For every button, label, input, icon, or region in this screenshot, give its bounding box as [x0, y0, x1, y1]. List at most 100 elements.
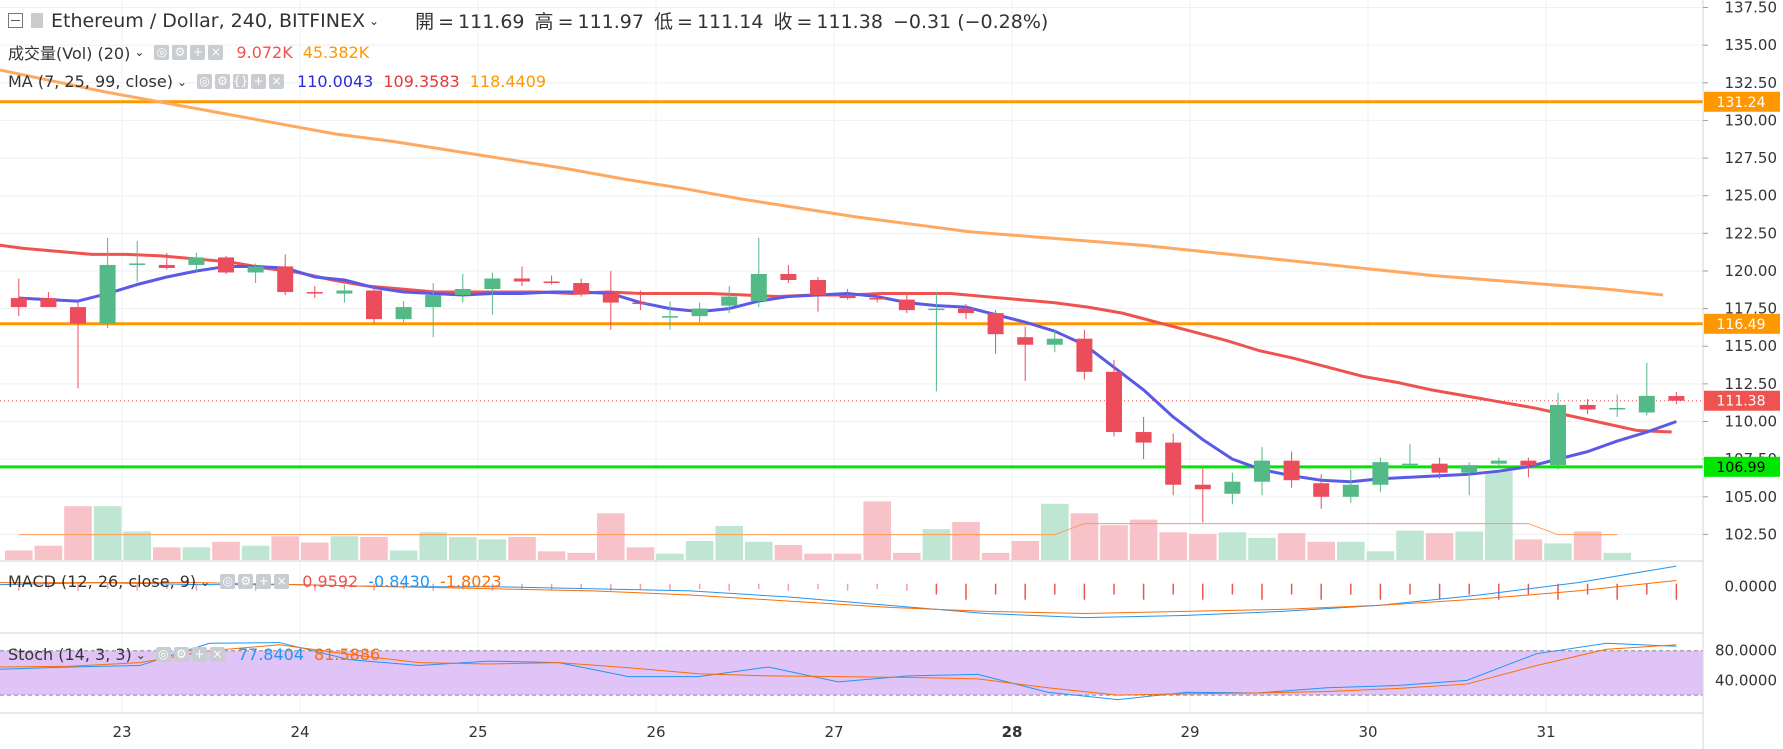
- candle-body[interactable]: [1283, 460, 1300, 481]
- candle-body[interactable]: [1579, 404, 1596, 410]
- candle-body[interactable]: [395, 307, 412, 320]
- eye-icon[interactable]: ◎: [155, 647, 171, 662]
- stoch-legend-label[interactable]: Stoch (14, 3, 3): [8, 645, 132, 664]
- ma-legend[interactable]: MA (7, 25, 99, close) ⌄ ◎ ⚙{} + × 110.0043 1…: [8, 72, 546, 91]
- candle-body[interactable]: [602, 293, 619, 303]
- candle-body[interactable]: [99, 264, 116, 324]
- candle-body[interactable]: [780, 273, 797, 280]
- candle-body[interactable]: [869, 298, 886, 300]
- candle-body[interactable]: [1076, 338, 1093, 372]
- volume-legend[interactable]: 成交量(Vol) (20) ⌄ ◎ ⚙ + × 9.072K 45.382K: [8, 40, 369, 64]
- candle-body[interactable]: [543, 281, 560, 284]
- candle-body[interactable]: [1135, 432, 1152, 443]
- gear-icon[interactable]: ⚙: [215, 74, 231, 89]
- candle-body[interactable]: [810, 280, 826, 296]
- chevron-down-icon[interactable]: ⌄: [134, 45, 145, 59]
- candle-body[interactable]: [454, 289, 471, 296]
- candle-body[interactable]: [158, 264, 175, 268]
- candle-body[interactable]: [1106, 371, 1122, 433]
- close-icon[interactable]: ×: [208, 44, 224, 60]
- candle-body[interactable]: [277, 266, 294, 293]
- chevron-down-icon[interactable]: ⌄: [135, 647, 146, 662]
- stoch-legend[interactable]: Stoch (14, 3, 3) ⌄ ◎ ⚙ + × 77.8404 81.5886: [8, 645, 380, 664]
- candle-body[interactable]: [691, 308, 708, 317]
- candle-body[interactable]: [1638, 395, 1655, 413]
- candle-body[interactable]: [1342, 484, 1359, 497]
- candle-body[interactable]: [1668, 396, 1685, 401]
- candle-body[interactable]: [1165, 442, 1182, 485]
- volume-bar: [981, 552, 1010, 560]
- close-icon[interactable]: ×: [209, 647, 225, 662]
- indicator-toolbar[interactable]: ◎ ⚙ + ×: [220, 574, 292, 589]
- candle-body[interactable]: [1372, 462, 1389, 485]
- plus-icon[interactable]: +: [251, 74, 267, 89]
- candle-body[interactable]: [928, 308, 945, 311]
- gear-icon[interactable]: ⚙: [238, 574, 254, 589]
- volume-bar: [419, 532, 447, 560]
- ma-legend-label[interactable]: MA (7, 25, 99, close): [8, 72, 173, 91]
- chevron-down-icon[interactable]: ⌄: [200, 574, 211, 589]
- candle-body[interactable]: [1550, 404, 1566, 466]
- gear-icon[interactable]: ⚙: [173, 647, 189, 662]
- candle-body[interactable]: [188, 257, 205, 265]
- candle-body[interactable]: [247, 266, 264, 273]
- volume-bar: [5, 550, 33, 560]
- collapse-icon[interactable]: [8, 13, 23, 28]
- candle-body[interactable]: [10, 298, 27, 308]
- flag-icon[interactable]: [31, 13, 43, 28]
- candle-body[interactable]: [1520, 460, 1537, 466]
- candle-body[interactable]: [958, 308, 974, 314]
- candle-body[interactable]: [1254, 460, 1270, 482]
- candle-body[interactable]: [632, 302, 649, 305]
- candle-body[interactable]: [839, 295, 856, 299]
- chevron-down-icon[interactable]: ⌄: [369, 13, 380, 28]
- source-icon[interactable]: {}: [233, 74, 249, 89]
- symbol-title[interactable]: Ethereum / Dollar, 240, BITFINEX: [51, 9, 366, 32]
- eye-icon[interactable]: ◎: [220, 574, 236, 589]
- candle-body[interactable]: [514, 278, 530, 282]
- candle-body[interactable]: [1490, 460, 1507, 464]
- indicator-toolbar[interactable]: ◎ ⚙{} + ×: [197, 74, 287, 89]
- candle-body[interactable]: [40, 298, 57, 308]
- close-icon[interactable]: ×: [269, 74, 285, 89]
- candle-body[interactable]: [898, 299, 915, 311]
- candle-body[interactable]: [306, 292, 323, 294]
- volume-value: 9.072K: [236, 42, 293, 62]
- candle-body[interactable]: [662, 316, 678, 318]
- candle-body[interactable]: [366, 290, 382, 320]
- indicator-toolbar[interactable]: ◎ ⚙ + ×: [155, 647, 228, 662]
- volume-legend-label[interactable]: 成交量(Vol) (20): [8, 44, 131, 63]
- candle-body[interactable]: [1224, 481, 1241, 494]
- plus-icon[interactable]: +: [191, 647, 207, 662]
- candle-body[interactable]: [218, 257, 234, 273]
- candle-body[interactable]: [1046, 338, 1063, 345]
- candle-body[interactable]: [425, 295, 442, 308]
- candle-body[interactable]: [573, 283, 590, 294]
- candle-body[interactable]: [336, 290, 353, 294]
- indicator-toolbar[interactable]: ◎ ⚙ + ×: [154, 44, 226, 60]
- candle-body[interactable]: [987, 313, 1004, 335]
- candle-body[interactable]: [1431, 463, 1448, 473]
- candle-body[interactable]: [1609, 407, 1626, 410]
- plus-icon[interactable]: +: [190, 44, 206, 60]
- plus-icon[interactable]: +: [256, 574, 272, 589]
- candle-body[interactable]: [1461, 465, 1478, 473]
- candle-body[interactable]: [1017, 337, 1034, 345]
- candle-body[interactable]: [721, 296, 738, 306]
- eye-icon[interactable]: ◎: [197, 74, 213, 89]
- candle-body[interactable]: [70, 307, 86, 324]
- candle-body[interactable]: [750, 273, 767, 302]
- macd-legend-label[interactable]: MACD (12, 26, close, 9): [8, 572, 197, 591]
- candle-body[interactable]: [1402, 463, 1418, 466]
- chevron-down-icon[interactable]: ⌄: [176, 74, 188, 89]
- gear-icon[interactable]: ⚙: [172, 44, 188, 60]
- macd-legend[interactable]: MACD (12, 26, close, 9) ⌄ ◎ ⚙ + × 0.9592 -0.…: [8, 572, 502, 591]
- candle-body[interactable]: [129, 263, 146, 265]
- eye-icon[interactable]: ◎: [154, 44, 170, 60]
- candle-body[interactable]: [1313, 483, 1330, 497]
- candle-body[interactable]: [484, 278, 501, 290]
- candle-body[interactable]: [1194, 484, 1211, 490]
- close-icon[interactable]: ×: [274, 574, 290, 589]
- volume-bar: [389, 550, 418, 560]
